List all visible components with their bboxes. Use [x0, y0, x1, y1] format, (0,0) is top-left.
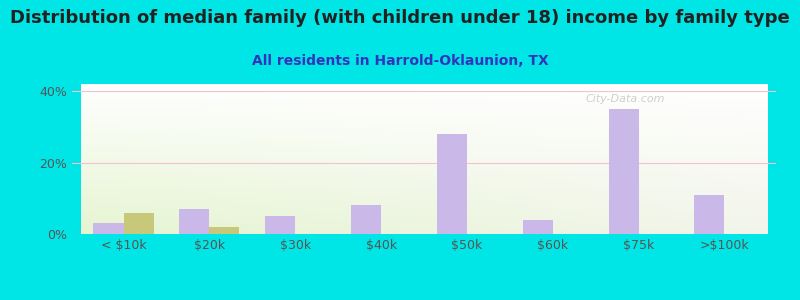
- Bar: [179, 209, 210, 234]
- Bar: [123, 213, 154, 234]
- Text: City-Data.com: City-Data.com: [586, 94, 666, 104]
- Text: All residents in Harrold-Oklaunion, TX: All residents in Harrold-Oklaunion, TX: [252, 54, 548, 68]
- Text: Distribution of median family (with children under 18) income by family type: Distribution of median family (with chil…: [10, 9, 790, 27]
- Bar: [94, 223, 123, 234]
- Bar: [522, 220, 553, 234]
- Bar: [437, 134, 467, 234]
- Bar: [210, 227, 239, 234]
- Bar: [351, 206, 381, 234]
- Bar: [694, 195, 725, 234]
- Bar: [609, 109, 638, 234]
- Bar: [265, 216, 295, 234]
